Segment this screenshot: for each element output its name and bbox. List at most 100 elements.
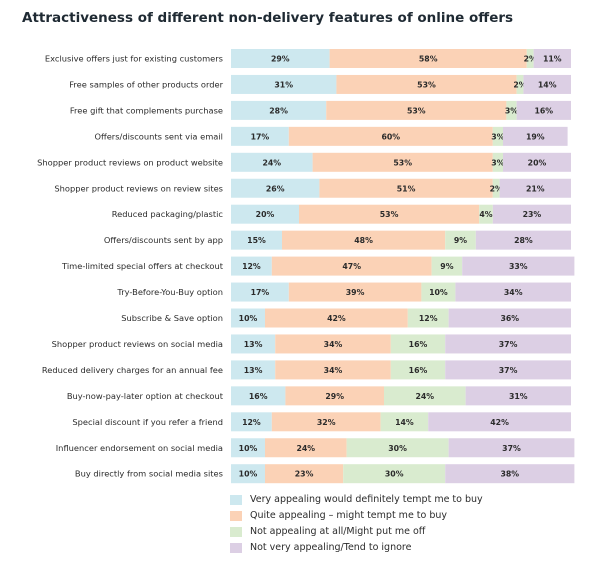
bar-row: Exclusive offers just for existing custo…	[45, 49, 571, 68]
data-label: 4%	[479, 210, 492, 219]
data-label: 53%	[393, 158, 412, 167]
bar-segment	[516, 74, 524, 94]
data-label: 21%	[526, 184, 545, 193]
data-label: 2%	[490, 184, 503, 193]
legend-item: Not very appealing/Tend to ignore	[230, 540, 590, 555]
bar-segment	[231, 49, 330, 68]
data-label: 31%	[274, 80, 293, 89]
data-label: 20%	[256, 210, 275, 219]
data-label: 9%	[440, 262, 453, 271]
data-label: 34%	[324, 366, 343, 375]
data-label: 24%	[262, 158, 281, 167]
data-label: 14%	[538, 80, 557, 89]
legend-item: Not appealing at all/Might put me off	[230, 524, 590, 539]
bar-segment	[448, 438, 575, 458]
bar-segment	[336, 74, 517, 94]
data-label: 36%	[500, 314, 519, 323]
data-label: 10%	[239, 444, 258, 453]
bar-segment	[431, 256, 463, 276]
category-label: Shopper product reviews on review sites	[54, 183, 223, 193]
bar-segment	[265, 308, 408, 328]
data-label: 14%	[395, 418, 414, 427]
category-label: Reduced delivery charges for an annual f…	[42, 365, 223, 375]
bar-segment	[231, 412, 272, 432]
data-label: 53%	[380, 210, 399, 219]
data-label: 19%	[526, 132, 545, 141]
bar-segment	[282, 230, 446, 250]
data-label: 42%	[490, 418, 509, 427]
legend-item: Quite appealing – might tempt me to buy	[230, 508, 590, 523]
category-label: Subscribe & Save option	[121, 313, 223, 323]
bar-segment	[231, 386, 286, 406]
bar-row: Time-limited special offers at checkout 1…	[61, 256, 575, 276]
bar-row: Try-Before-You-Buy option 17% 39% 10% 34%	[116, 282, 571, 302]
bar-row: Offers/discounts sent by app 15% 48% 9% 28%	[104, 230, 571, 250]
data-label: 31%	[509, 392, 528, 401]
data-label: 29%	[325, 392, 344, 401]
bar-row: Shopper product reviews on product websi…	[37, 152, 571, 172]
bar-segment	[445, 334, 571, 354]
data-label: 37%	[502, 444, 521, 453]
bar-segment	[533, 49, 571, 68]
legend-swatch	[230, 510, 242, 521]
data-label: 2%	[524, 55, 537, 64]
bar-segment	[526, 49, 534, 68]
bar-segment	[265, 438, 347, 458]
bar-row: Subscribe & Save option 10% 42% 12% 36%	[121, 308, 571, 328]
legend-label: Very appealing would definitely tempt me…	[250, 494, 483, 505]
data-label: 24%	[296, 444, 315, 453]
data-label: 29%	[271, 55, 290, 64]
bar-segment	[523, 74, 571, 94]
data-label: 34%	[324, 340, 343, 349]
data-label: 37%	[499, 340, 518, 349]
data-label: 53%	[417, 80, 436, 89]
bar-segment	[462, 256, 575, 276]
category-label: Buy-now-pay-later option at checkout	[67, 391, 224, 401]
category-label: Shopper product reviews on social media	[52, 339, 223, 349]
bar-segment	[346, 438, 449, 458]
bar-segment	[479, 204, 493, 224]
bar-segment	[265, 464, 344, 484]
data-label: 42%	[327, 314, 346, 323]
bar-segment	[231, 334, 276, 354]
legend-item: Very appealing would definitely tempt me…	[230, 492, 590, 507]
bar-segment	[275, 360, 391, 380]
bar-segment	[492, 204, 571, 224]
bar-segment	[288, 126, 493, 146]
data-label: 12%	[419, 314, 438, 323]
data-label: 23%	[295, 470, 314, 479]
legend-label: Not appealing at all/Might put me off	[250, 526, 426, 537]
bar-row: Shopper product reviews on review sites 2…	[54, 178, 571, 198]
bar-segment	[231, 438, 265, 458]
legend-label: Not very appealing/Tend to ignore	[250, 542, 412, 553]
bar-segment	[445, 464, 575, 484]
bar-segment	[231, 100, 327, 120]
bar-segment	[380, 412, 429, 432]
data-label: 53%	[407, 106, 426, 115]
data-label: 13%	[244, 366, 263, 375]
bar-segment	[231, 178, 320, 198]
bar-segment	[299, 204, 480, 224]
bar-row: Special discount if you refer a friend 12…	[72, 412, 571, 432]
category-label: Influencer endorsement on social media	[56, 443, 223, 453]
bar-segment	[407, 308, 449, 328]
data-label: 10%	[429, 288, 448, 297]
bar-segment	[231, 360, 276, 380]
bar-segment	[271, 256, 432, 276]
data-label: 3%	[505, 106, 518, 115]
bar-segment	[312, 152, 493, 172]
bar-segment	[231, 152, 313, 172]
bar-row: Offers/discounts sent via email 17% 60% 3% 1…	[94, 126, 568, 146]
stacked-bar-chart: Exclusive offers just for existing custo…	[37, 49, 575, 484]
legend-swatch	[230, 542, 242, 553]
bar-segment	[231, 74, 337, 94]
bar-row: Buy directly from social media sites 10% 2…	[75, 464, 575, 484]
data-label: 24%	[415, 392, 434, 401]
data-label: 58%	[419, 55, 438, 64]
bar-segment	[492, 152, 503, 172]
data-label: 16%	[534, 106, 553, 115]
bar-row: Reduced packaging/plastic 20% 53% 4% 23%	[112, 204, 571, 224]
bar-row: Free gift that complements purchase 28% 53…	[70, 100, 571, 120]
bar-segment	[343, 464, 446, 484]
bar-segment	[231, 308, 265, 328]
